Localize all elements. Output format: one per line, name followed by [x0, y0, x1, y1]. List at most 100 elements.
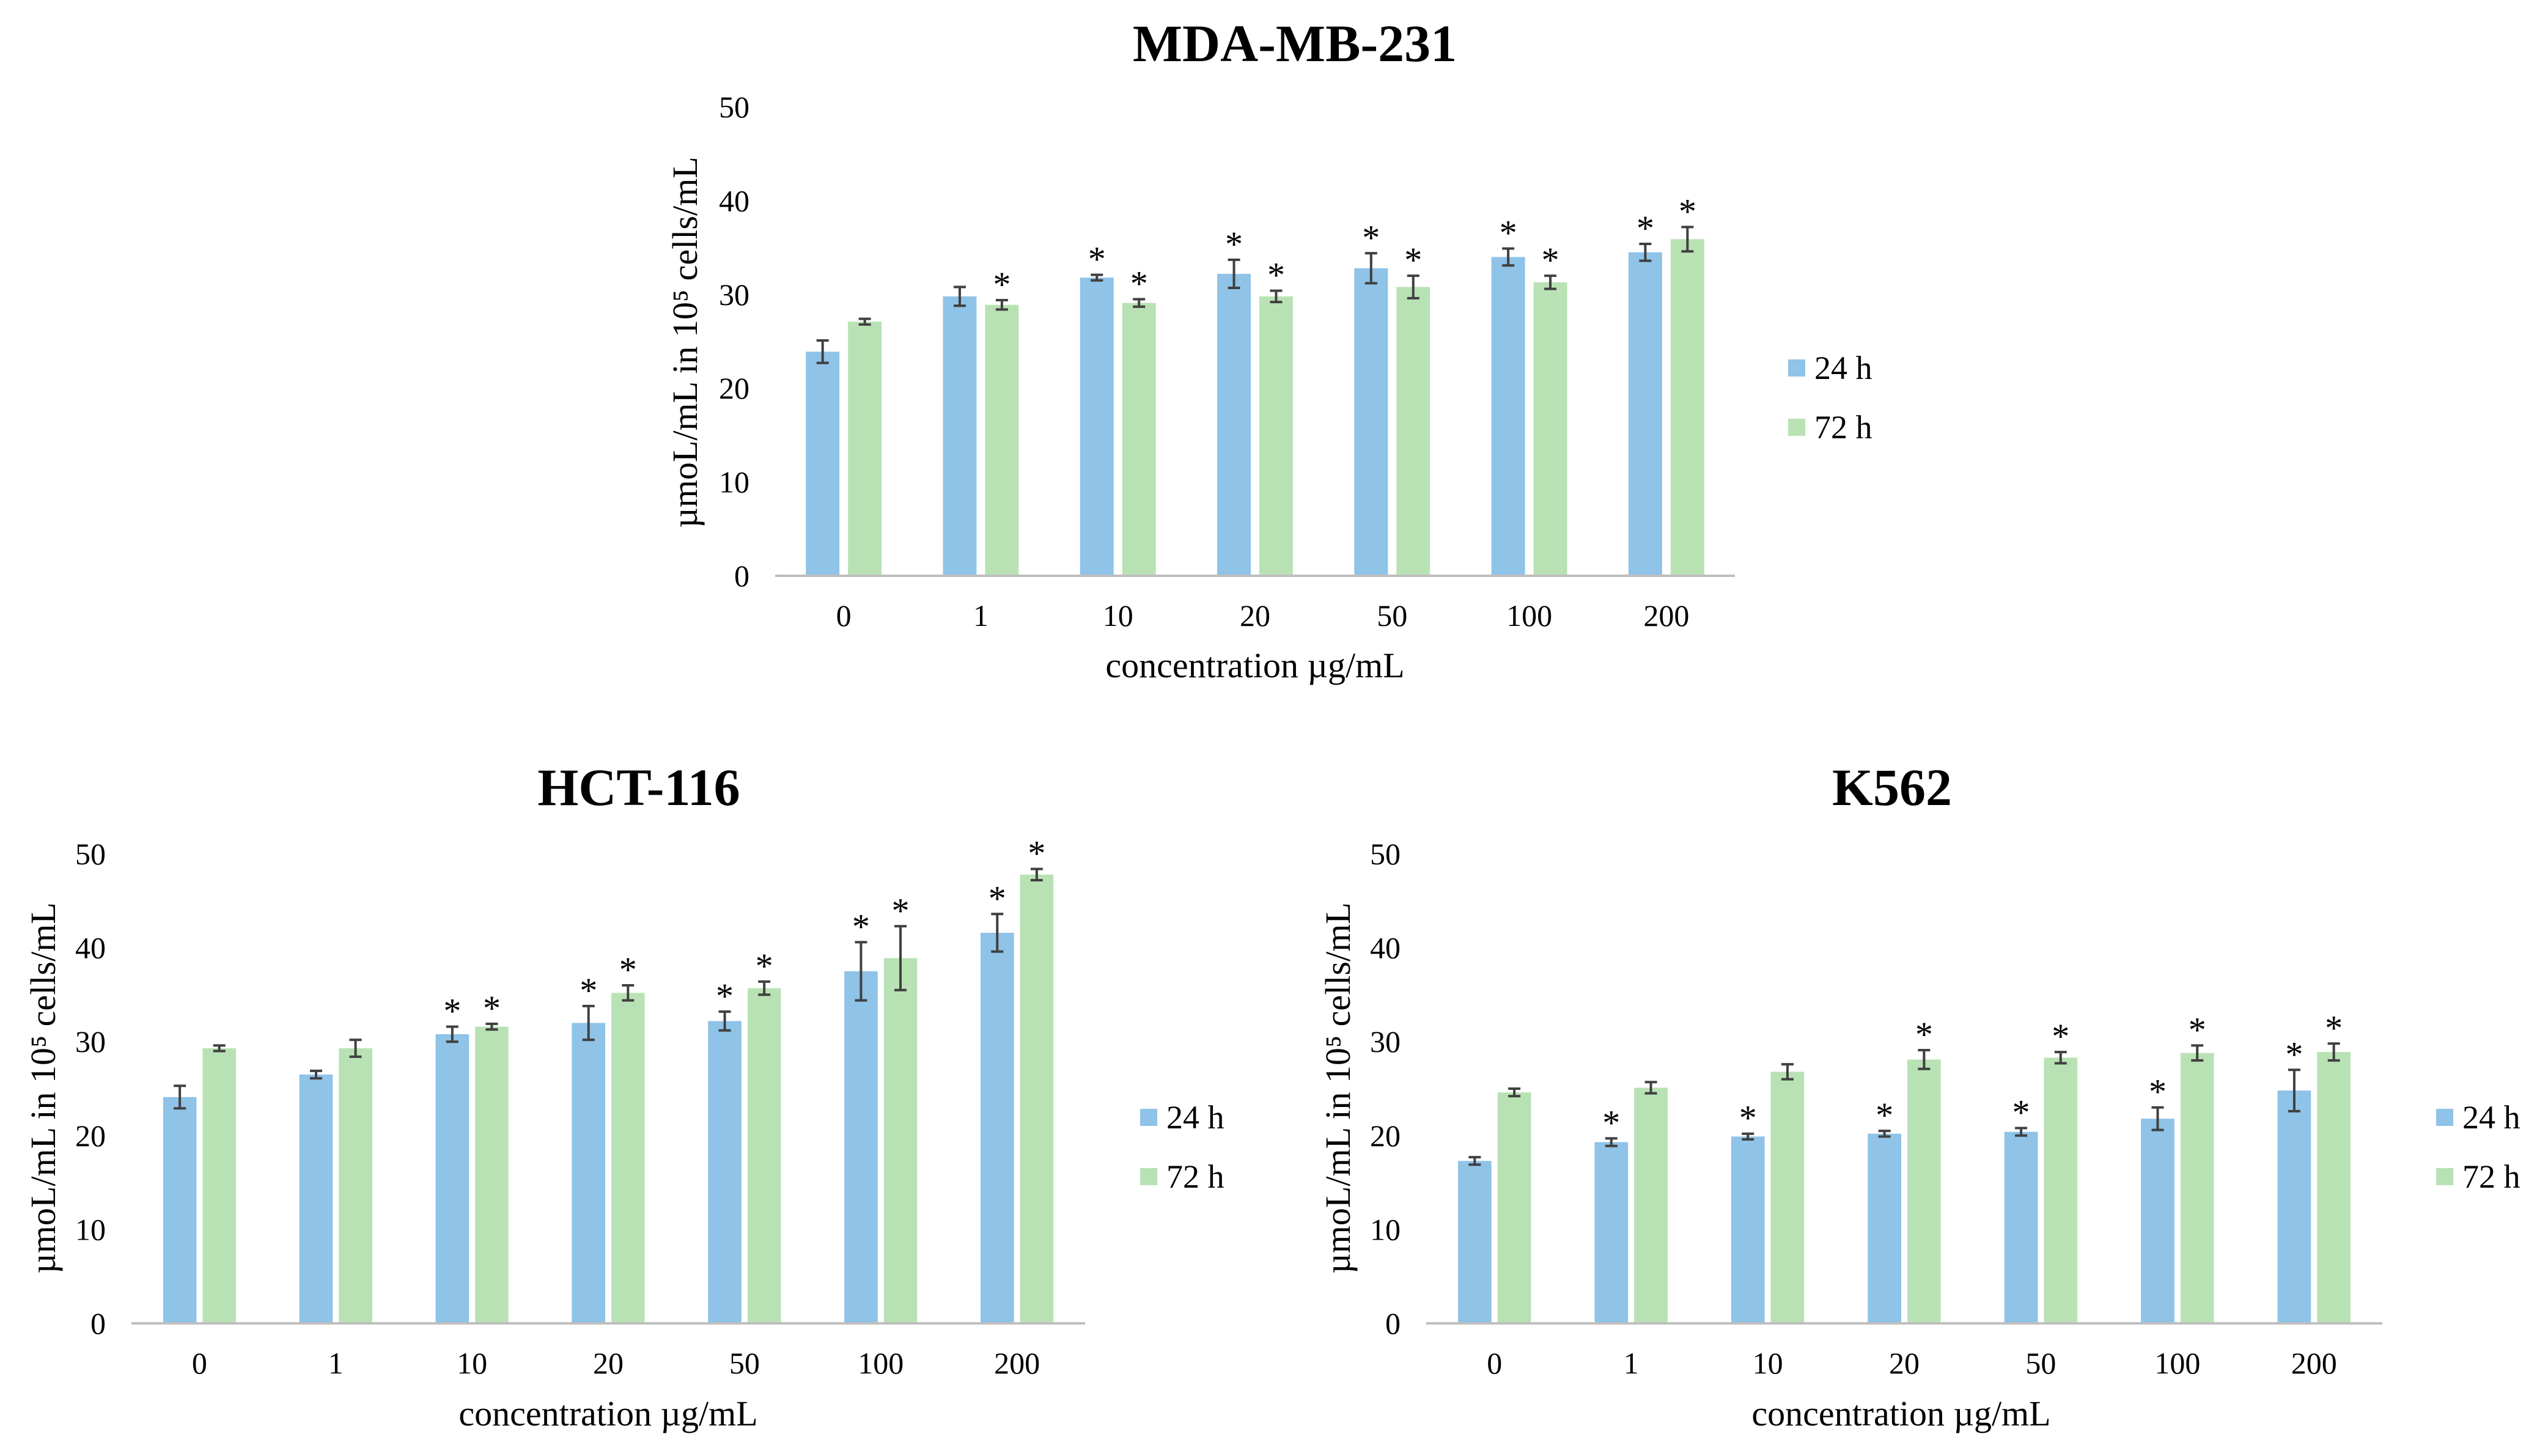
error-bar: [1781, 1063, 1794, 1081]
bar-24h: [844, 971, 878, 1323]
significance-marker: *: [2325, 1008, 2343, 1048]
significance-marker: *: [483, 988, 501, 1028]
x-tick-label: 50: [1377, 598, 1407, 633]
error-bar: [758, 980, 771, 996]
error-bar: [855, 941, 867, 1002]
y-tick-label: 0: [1385, 1306, 1401, 1340]
legend-swatch-72h: [1788, 419, 1805, 436]
chart-title: MDA-MB-231: [1133, 14, 1457, 73]
significance-marker: *: [2285, 1034, 2303, 1074]
chart-panel-mda-mb-231: MDA-MB-231 0 10 20 30 40 50 0 * 1 * * 10 * * 20 * * 50 * * 1…: [665, 14, 1872, 685]
y-tick-label: 0: [734, 559, 749, 593]
error-bar: [1030, 867, 1043, 882]
error-bar: [1468, 1156, 1481, 1166]
bar-24h: [708, 1021, 742, 1323]
bar-72h: [1122, 303, 1156, 576]
error-bar: [1681, 226, 1694, 253]
bar-72h: [1020, 874, 1054, 1323]
error-bar: [309, 1069, 322, 1080]
y-tick-label: 50: [719, 90, 749, 124]
error-bar: [446, 1025, 458, 1043]
significance-marker: *: [1130, 263, 1148, 303]
error-bar: [582, 1004, 595, 1042]
significance-marker: *: [1404, 240, 1422, 280]
significance-marker: *: [1267, 256, 1285, 295]
x-tick-label: 0: [192, 1346, 207, 1380]
bar-24h: [806, 351, 840, 576]
error-bar: [2327, 1042, 2340, 1062]
error-bar: [174, 1084, 186, 1110]
significance-marker: *: [2189, 1010, 2206, 1050]
error-bar: [1644, 1081, 1657, 1095]
bar-72h: [1396, 287, 1431, 576]
x-tick-label: 0: [1487, 1346, 1502, 1380]
chart-panel-hct-116: HCT-116 0 10 20 30 40 50 0 1 * * 10 * * 20 * * 50 * * 100 * *…: [23, 758, 1224, 1433]
x-tick-label: 200: [2291, 1346, 2337, 1380]
plot-area: 0 10 20 30 40 50 0 1 * * 10 * * 20 * * 50 * * 100 * * 200: [75, 834, 1085, 1380]
bar-24h: [572, 1023, 605, 1323]
legend-swatch-24h: [1140, 1109, 1157, 1126]
bar-24h: [1628, 252, 1662, 576]
x-tick-label: 10: [457, 1346, 487, 1380]
y-tick-label: 0: [90, 1306, 106, 1340]
bar-72h: [985, 304, 1019, 576]
error-bar: [1605, 1137, 1618, 1147]
bar-72h: [848, 322, 882, 576]
bar-24h: [2004, 1131, 2038, 1323]
significance-marker: *: [1602, 1103, 1620, 1142]
error-bar: [1508, 1087, 1521, 1098]
x-tick-label: 20: [1889, 1346, 1920, 1380]
x-axis-title: concentration µg/mL: [458, 1394, 757, 1433]
y-tick-label: 50: [1370, 837, 1401, 871]
bar-24h: [1594, 1142, 1629, 1323]
error-bar: [816, 339, 829, 364]
bar-24h: [2141, 1119, 2174, 1323]
significance-marker: *: [1028, 834, 1045, 873]
error-bar: [1228, 259, 1240, 290]
error-bar: [991, 913, 1004, 953]
legend-label-24h: 24 h: [2462, 1099, 2520, 1136]
x-tick-label: 200: [994, 1346, 1040, 1380]
bar-72h: [883, 958, 918, 1323]
y-tick-label: 40: [75, 931, 106, 965]
bar-24h: [1217, 274, 1251, 576]
significance-marker: *: [1088, 240, 1106, 279]
significance-marker: *: [443, 991, 461, 1031]
error-bar: [1639, 242, 1652, 262]
y-axis-title: µmoL/mL in 10⁵ cells/mL: [1318, 902, 1358, 1273]
legend-label-72h: 72 h: [1814, 409, 1872, 446]
legend-label-24h: 24 h: [1166, 1099, 1224, 1136]
bar-72h: [2180, 1053, 2214, 1323]
significance-marker: *: [989, 878, 1006, 918]
legend-swatch-24h: [1788, 359, 1805, 377]
y-tick-label: 10: [719, 465, 749, 499]
y-tick-label: 30: [75, 1024, 106, 1059]
legend-swatch-24h: [2436, 1109, 2453, 1126]
error-bar: [1918, 1049, 1931, 1070]
significance-marker: *: [716, 976, 734, 1016]
significance-marker: *: [1876, 1095, 1893, 1135]
y-axis-title: µmoL/mL in 10⁵ cells/mL: [23, 902, 63, 1273]
error-bar: [1091, 273, 1103, 282]
error-bar: [622, 984, 635, 1002]
significance-marker: *: [1500, 213, 1517, 253]
bar-24h: [943, 296, 977, 576]
bar-24h: [299, 1074, 333, 1323]
legend: 24 h 72 h: [1788, 350, 1872, 446]
x-axis-title: concentration µg/mL: [1105, 645, 1404, 685]
legend-label-24h: 24 h: [1814, 350, 1872, 386]
y-tick-label: 10: [1370, 1212, 1401, 1246]
x-tick-label: 10: [1753, 1346, 1783, 1380]
error-bar: [718, 1010, 731, 1032]
legend-label-72h: 72 h: [1166, 1158, 1224, 1195]
x-tick-label: 1: [1624, 1346, 1639, 1380]
y-tick-label: 30: [1370, 1024, 1401, 1059]
legend: 24 h 72 h: [1140, 1099, 1224, 1195]
significance-marker: *: [892, 891, 910, 930]
error-bar: [2288, 1068, 2300, 1112]
error-bar: [213, 1044, 226, 1053]
plot-area: 0 10 20 30 40 50 0 * 1 * 10 * * 20 * * 50 * * 100 * * 200: [1370, 837, 2382, 1380]
bar-72h: [1670, 239, 1704, 576]
x-tick-label: 1: [328, 1346, 344, 1380]
